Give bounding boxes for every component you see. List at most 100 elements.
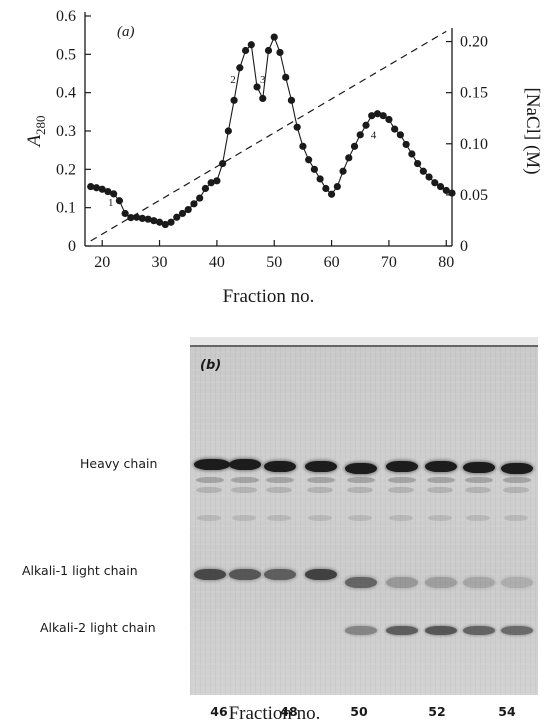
- a280-data-point: [408, 150, 416, 158]
- a280-data-point: [230, 96, 238, 104]
- a280-data-point: [356, 131, 364, 139]
- right-tick-label: 0.10: [460, 136, 488, 153]
- heavy-chain-band: [463, 462, 495, 473]
- chart-plot-area: 1 2 3 4: [87, 30, 456, 242]
- a280-data-point: [350, 142, 359, 150]
- faint-band: [504, 515, 528, 521]
- left-tick-label: 0.3: [56, 123, 76, 140]
- left-y-axis-title: A280: [24, 115, 48, 148]
- alkali-2-light-chain-band: [425, 626, 457, 635]
- a280-data-point: [282, 73, 290, 81]
- x-tick-label: 20: [94, 254, 110, 271]
- a280-data-point: [305, 156, 313, 164]
- a280-data-point: [247, 41, 255, 49]
- x-tick-label: 50: [266, 254, 282, 271]
- left-y-axis-title-subscript: 280: [33, 115, 48, 135]
- a280-data-point: [264, 46, 273, 55]
- a280-data-point: [425, 173, 433, 181]
- peak-label: 2: [230, 74, 236, 86]
- a280-data-point: [213, 177, 221, 185]
- heavy-chain-band: [229, 459, 261, 470]
- nacl-gradient-line: [90, 30, 447, 242]
- faint-band: [307, 487, 333, 493]
- panel-a-chart: 0 0.1 0.2 0.3 0.4 0.5 0.6 0 0.05 0.10 0.15 0.20 20 30…: [24, 8, 543, 307]
- a280-data-point: [322, 184, 330, 193]
- left-y-axis-title-main: A: [24, 135, 45, 149]
- faint-band: [231, 477, 259, 483]
- x-tick-label: 70: [381, 254, 397, 271]
- left-tick-label: 0: [68, 238, 76, 255]
- a280-data-point: [442, 186, 450, 195]
- a280-data-point: [224, 127, 232, 135]
- a280-data-point: [310, 165, 318, 173]
- a280-data-point: [121, 209, 129, 218]
- faint-band: [465, 477, 493, 483]
- a280-data-point: [385, 115, 393, 124]
- right-tick-label: 0.20: [460, 34, 488, 51]
- faint-band: [503, 487, 529, 493]
- a280-data-point: [436, 182, 445, 191]
- a280-data-point: [196, 194, 204, 202]
- lane-number-50: 50: [350, 704, 368, 719]
- a280-data-point: [402, 140, 410, 149]
- left-tick-label: 0.2: [56, 161, 76, 178]
- alkali-1-light-chain-label: Alkali-1 light chain: [22, 563, 138, 578]
- alkali-1-light-chain-band: [345, 577, 377, 588]
- a280-data-point: [92, 184, 101, 192]
- a280-data-point: [133, 213, 141, 221]
- a280-data-point: [333, 182, 341, 191]
- heavy-chain-label: Heavy chain: [80, 456, 158, 471]
- faint-band: [196, 477, 224, 483]
- alkali-1-light-chain-band: [386, 577, 418, 588]
- panel-a-label: (a): [117, 24, 135, 40]
- faint-band: [307, 477, 335, 483]
- peak-label: 1: [108, 197, 114, 209]
- faint-band: [465, 487, 491, 493]
- a280-data-point: [104, 187, 112, 196]
- gel-image: [190, 337, 538, 695]
- a280-data-point: [293, 123, 301, 131]
- a280-data-point: [178, 209, 187, 218]
- alkali-1-light-chain-band: [305, 569, 337, 580]
- peak-label: 4: [371, 130, 377, 142]
- faint-band: [428, 515, 452, 521]
- left-tick-label: 0.4: [56, 85, 76, 102]
- gel-top-edge: [190, 337, 538, 347]
- faint-band: [267, 515, 291, 521]
- faint-band: [389, 515, 413, 521]
- faint-band: [427, 487, 453, 493]
- lane-number-52: 52: [428, 704, 446, 719]
- x-tick-label: 40: [209, 254, 225, 271]
- lane-number-46: 46: [210, 704, 228, 719]
- alkali-1-light-chain-band: [229, 569, 261, 580]
- alkali-1-light-chain-band: [463, 577, 495, 588]
- a280-data-point: [207, 179, 215, 187]
- heavy-chain-band: [194, 459, 230, 470]
- left-tick-label: 0.6: [56, 8, 76, 25]
- left-tick-label: 0.1: [56, 200, 76, 217]
- right-tick-label: 0: [460, 238, 468, 255]
- a280-data-point: [87, 182, 95, 191]
- a280-data-point: [115, 197, 124, 205]
- gel-x-axis-title: Fraction no.: [228, 703, 321, 724]
- a280-data-point: [144, 215, 152, 223]
- a280-data-point: [276, 48, 284, 57]
- a280-data-point: [167, 218, 175, 226]
- a280-data-point: [259, 94, 267, 103]
- x-axis-title: Fraction no.: [223, 286, 315, 307]
- a280-data-point: [219, 159, 227, 168]
- a280-data-point: [391, 125, 399, 133]
- a280-data-point: [110, 190, 118, 198]
- alkali-2-light-chain-label: Alkali-2 light chain: [40, 620, 156, 635]
- a280-data-point: [173, 213, 181, 221]
- faint-band: [466, 515, 490, 521]
- faint-band: [347, 477, 375, 483]
- gel-texture: [190, 337, 538, 695]
- right-tick-label: 0.15: [460, 85, 488, 102]
- alkali-1-light-chain-band: [264, 569, 296, 580]
- alkali-1-light-chain-band: [425, 577, 457, 588]
- peak-label: 3: [260, 74, 266, 86]
- heavy-chain-band: [305, 461, 337, 472]
- faint-band: [196, 487, 222, 493]
- a280-data-point: [373, 110, 382, 118]
